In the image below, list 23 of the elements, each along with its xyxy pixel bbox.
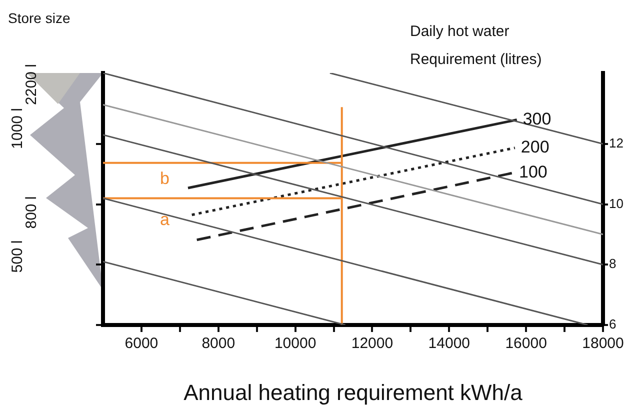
- y-axis-title: Store size: [8, 9, 70, 28]
- annotation: b: [160, 169, 170, 189]
- x-tick-label: 12000: [351, 335, 394, 352]
- x-axis-title: Annual heating requirement kWh/a: [184, 380, 524, 405]
- x-tick-label: 18000: [582, 335, 624, 352]
- x-tick-label: 10000: [274, 335, 316, 352]
- text: 800 l: [22, 196, 40, 228]
- y2-tick-label: 10: [609, 196, 624, 211]
- x-tick-label: 8000: [202, 335, 236, 352]
- series-label: 300: [522, 109, 552, 128]
- y2-tick-label: 8: [609, 256, 616, 272]
- series-label: 200: [520, 138, 550, 157]
- legend-title: Daily hot water Requirement (litres): [410, 22, 542, 70]
- y2-tick-label: 12: [609, 136, 624, 150]
- text: 2200 l: [22, 64, 40, 104]
- text: 500 l: [8, 240, 26, 272]
- x-tick-label: 16000: [505, 335, 547, 352]
- x-tick-label: 6000: [124, 335, 158, 352]
- y2-tick-label: 6: [609, 316, 616, 332]
- text: 1000 l: [8, 108, 26, 148]
- series-label: 100: [519, 162, 548, 182]
- x-tick-label: 14000: [428, 335, 470, 352]
- annotation: a: [160, 210, 170, 230]
